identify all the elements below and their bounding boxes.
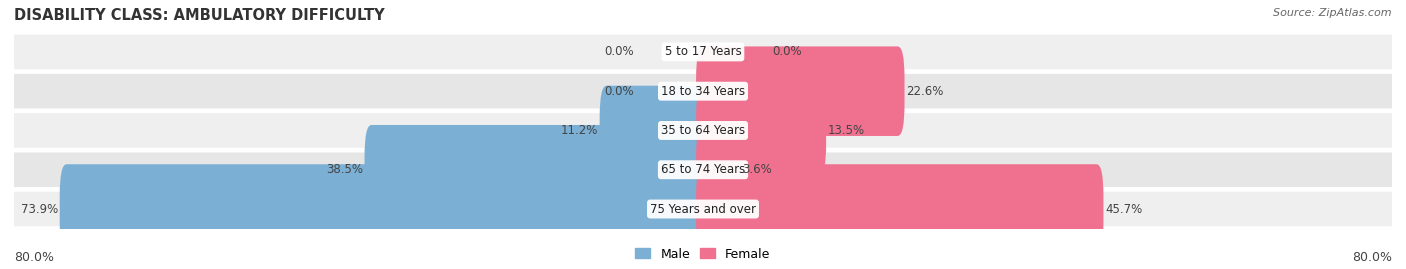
Text: 80.0%: 80.0% [1353, 251, 1392, 264]
Text: 65 to 74 Years: 65 to 74 Years [661, 163, 745, 176]
Text: 73.9%: 73.9% [21, 203, 58, 215]
FancyBboxPatch shape [696, 86, 827, 175]
Text: 11.2%: 11.2% [561, 124, 598, 137]
Text: 0.0%: 0.0% [772, 45, 801, 58]
Text: 5 to 17 Years: 5 to 17 Years [665, 45, 741, 58]
Text: DISABILITY CLASS: AMBULATORY DIFFICULTY: DISABILITY CLASS: AMBULATORY DIFFICULTY [14, 8, 385, 23]
FancyBboxPatch shape [14, 113, 1392, 148]
Text: 38.5%: 38.5% [326, 163, 363, 176]
Text: 0.0%: 0.0% [605, 45, 634, 58]
Text: Source: ZipAtlas.com: Source: ZipAtlas.com [1274, 8, 1392, 18]
FancyBboxPatch shape [696, 125, 741, 214]
Text: 75 Years and over: 75 Years and over [650, 203, 756, 215]
Text: 35 to 64 Years: 35 to 64 Years [661, 124, 745, 137]
FancyBboxPatch shape [599, 86, 710, 175]
FancyBboxPatch shape [14, 35, 1392, 69]
Text: 3.6%: 3.6% [742, 163, 772, 176]
Legend: Male, Female: Male, Female [630, 243, 776, 266]
Text: 18 to 34 Years: 18 to 34 Years [661, 85, 745, 98]
FancyBboxPatch shape [14, 153, 1392, 187]
FancyBboxPatch shape [364, 125, 710, 214]
Text: 80.0%: 80.0% [14, 251, 53, 264]
Text: 22.6%: 22.6% [907, 85, 943, 98]
FancyBboxPatch shape [14, 192, 1392, 226]
Text: 45.7%: 45.7% [1105, 203, 1143, 215]
FancyBboxPatch shape [59, 164, 710, 254]
Text: 13.5%: 13.5% [828, 124, 865, 137]
FancyBboxPatch shape [696, 47, 904, 136]
FancyBboxPatch shape [696, 164, 1104, 254]
Text: 0.0%: 0.0% [605, 85, 634, 98]
FancyBboxPatch shape [14, 74, 1392, 108]
